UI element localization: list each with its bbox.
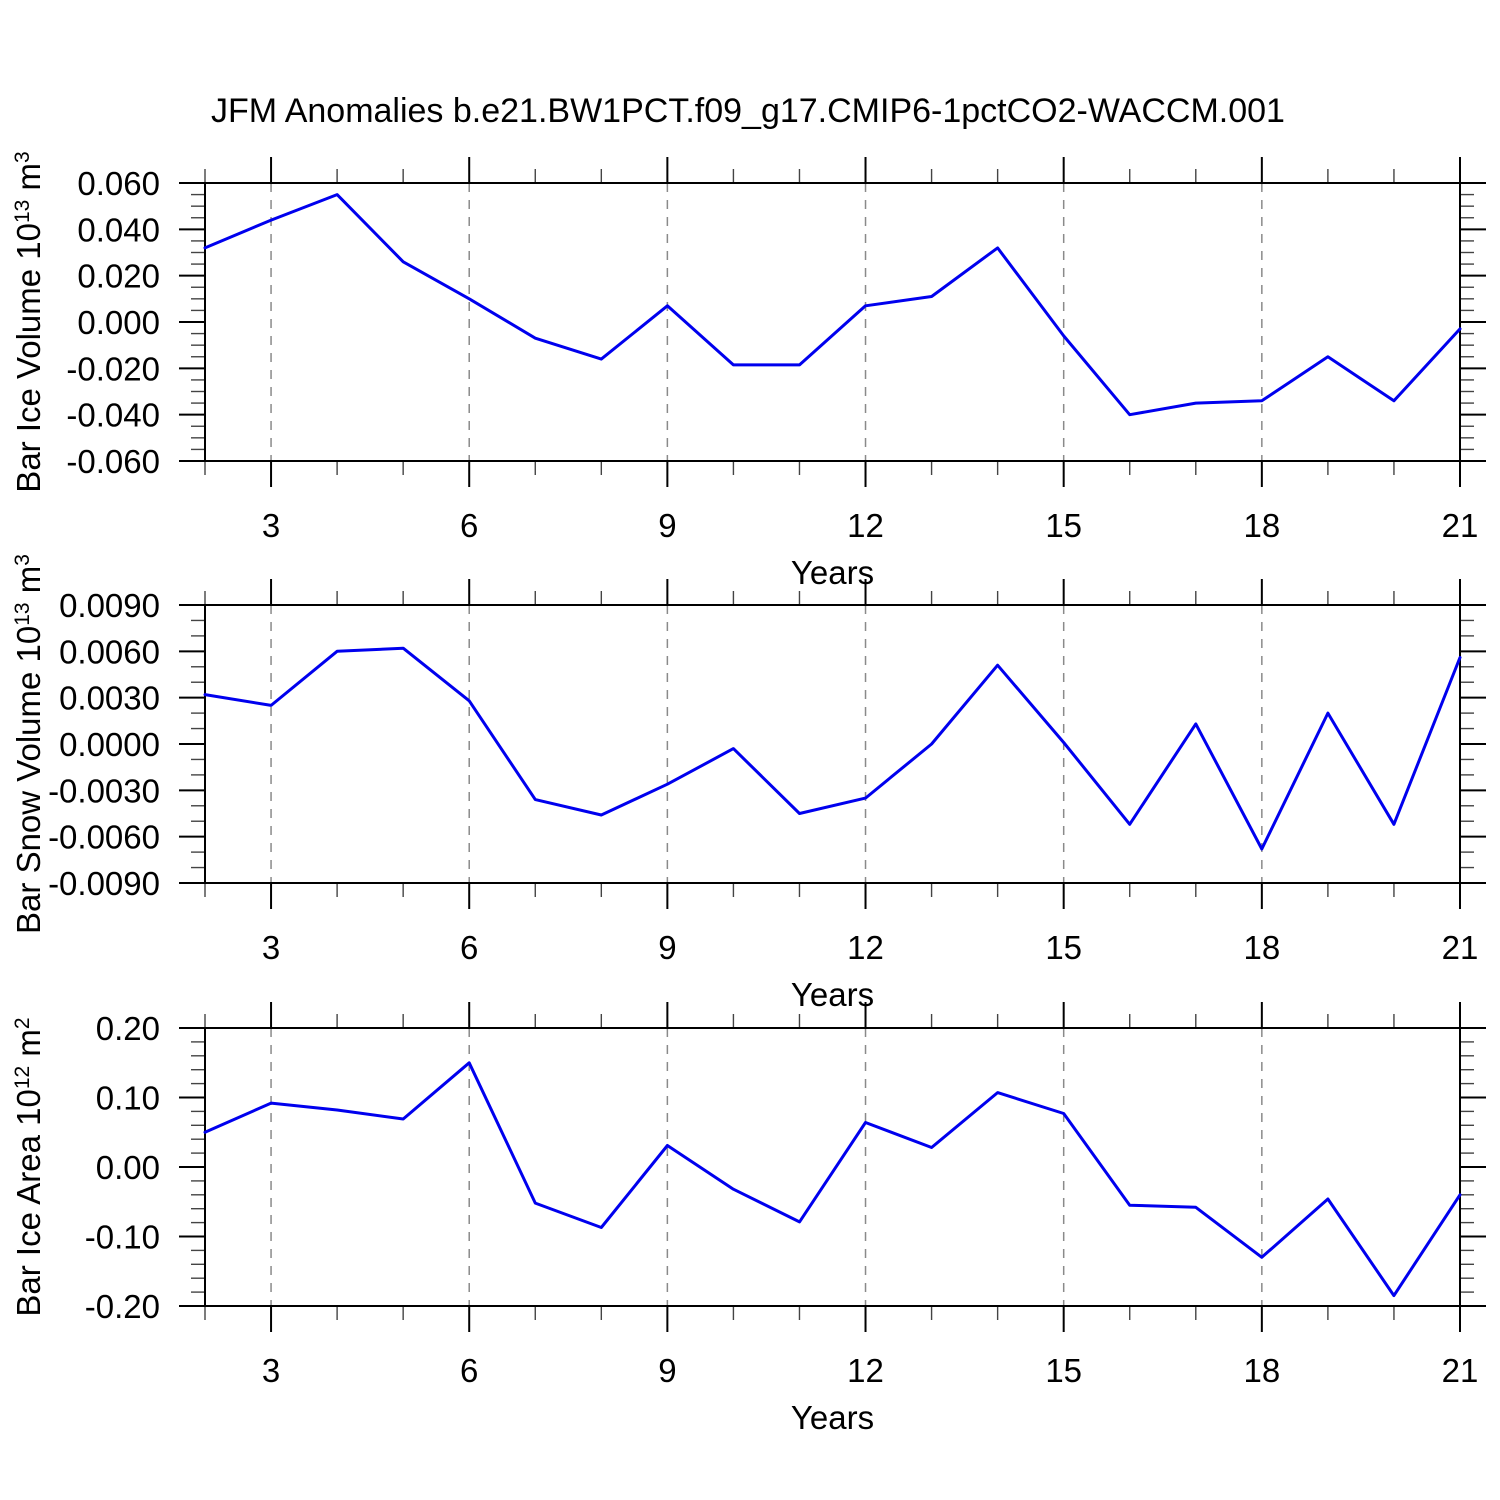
y-tick-label: 0.060 (77, 165, 160, 202)
y-tick-label: 0.0030 (59, 680, 160, 717)
x-tick-label: 6 (460, 507, 478, 544)
plot-frame (204, 182, 1461, 462)
data-line (203, 1061, 1462, 1298)
x-tick-label: 15 (1045, 1352, 1082, 1389)
y-axis-title: Bar Ice Volume 1013 m3 (10, 151, 47, 492)
data-line (203, 646, 1462, 851)
x-tick-label: 3 (262, 1352, 280, 1389)
x-tick-label: 21 (1442, 507, 1479, 544)
chart-bar-ice-volume: 0.060 0.040 0.020 0.000 -0.020 -0.040 -0.060 3 6… (10, 151, 1486, 591)
data-line (203, 193, 1462, 417)
y-tick-label: 0.20 (96, 1010, 160, 1047)
x-axis-title: Years (791, 1399, 874, 1436)
chart-bar-ice-area: 0.20 0.10 0.00 -0.10 -0.20 3 6 9 12 15 18 21 Years Ba… (10, 1002, 1486, 1436)
y-axis-title: Bar Ice Area 1012 m2 (10, 1017, 47, 1316)
y-tick-label: -0.0090 (48, 865, 160, 902)
y-tick-label: 0.0090 (59, 587, 160, 624)
x-tick-label: 12 (847, 929, 884, 966)
x-tick-label: 18 (1243, 1352, 1280, 1389)
x-tick-label: 9 (658, 1352, 676, 1389)
x-tick-label: 18 (1243, 929, 1280, 966)
y-tick-label: 0.00 (96, 1149, 160, 1186)
x-tick-label: 15 (1045, 929, 1082, 966)
y-tick-label: 0.0060 (59, 633, 160, 670)
y-tick-label: 0.000 (77, 304, 160, 341)
y-tick-label: -0.020 (66, 350, 160, 387)
x-axis-title: Years (791, 976, 874, 1013)
x-tick-label: 9 (658, 929, 676, 966)
y-tick-label: 0.040 (77, 211, 160, 248)
figure-title: JFM Anomalies b.e21.BW1PCT.f09_g17.CMIP6… (211, 92, 1285, 130)
y-tick-label: -0.0030 (48, 772, 160, 809)
y-tick-label: -0.0060 (48, 819, 160, 856)
x-axis-title: Years (791, 554, 874, 591)
y-tick-label: -0.20 (85, 1288, 160, 1325)
x-tick-label: 18 (1243, 507, 1280, 544)
x-tick-label: 3 (262, 507, 280, 544)
plot-frame (204, 1027, 1461, 1307)
y-tick-label: 0.020 (77, 258, 160, 295)
y-tick-label: 0.0000 (59, 726, 160, 763)
plot-frame (204, 604, 1461, 884)
x-tick-label: 6 (460, 1352, 478, 1389)
chart-bar-snow-volume: 0.0090 0.0060 0.0030 0.0000 -0.0030 -0.0060 -0… (10, 554, 1486, 1013)
x-tick-label: 12 (847, 507, 884, 544)
x-tick-label: 21 (1442, 929, 1479, 966)
x-tick-label: 21 (1442, 1352, 1479, 1389)
y-axis-title: Bar Snow Volume 1013 m3 (10, 554, 47, 934)
y-tick-label: -0.040 (66, 397, 160, 434)
x-tick-label: 3 (262, 929, 280, 966)
x-tick-label: 12 (847, 1352, 884, 1389)
x-tick-label: 6 (460, 929, 478, 966)
x-tick-label: 9 (658, 507, 676, 544)
y-tick-label: -0.10 (85, 1219, 160, 1256)
x-tick-label: 15 (1045, 507, 1082, 544)
y-tick-label: -0.060 (66, 443, 160, 480)
y-tick-label: 0.10 (96, 1080, 160, 1117)
